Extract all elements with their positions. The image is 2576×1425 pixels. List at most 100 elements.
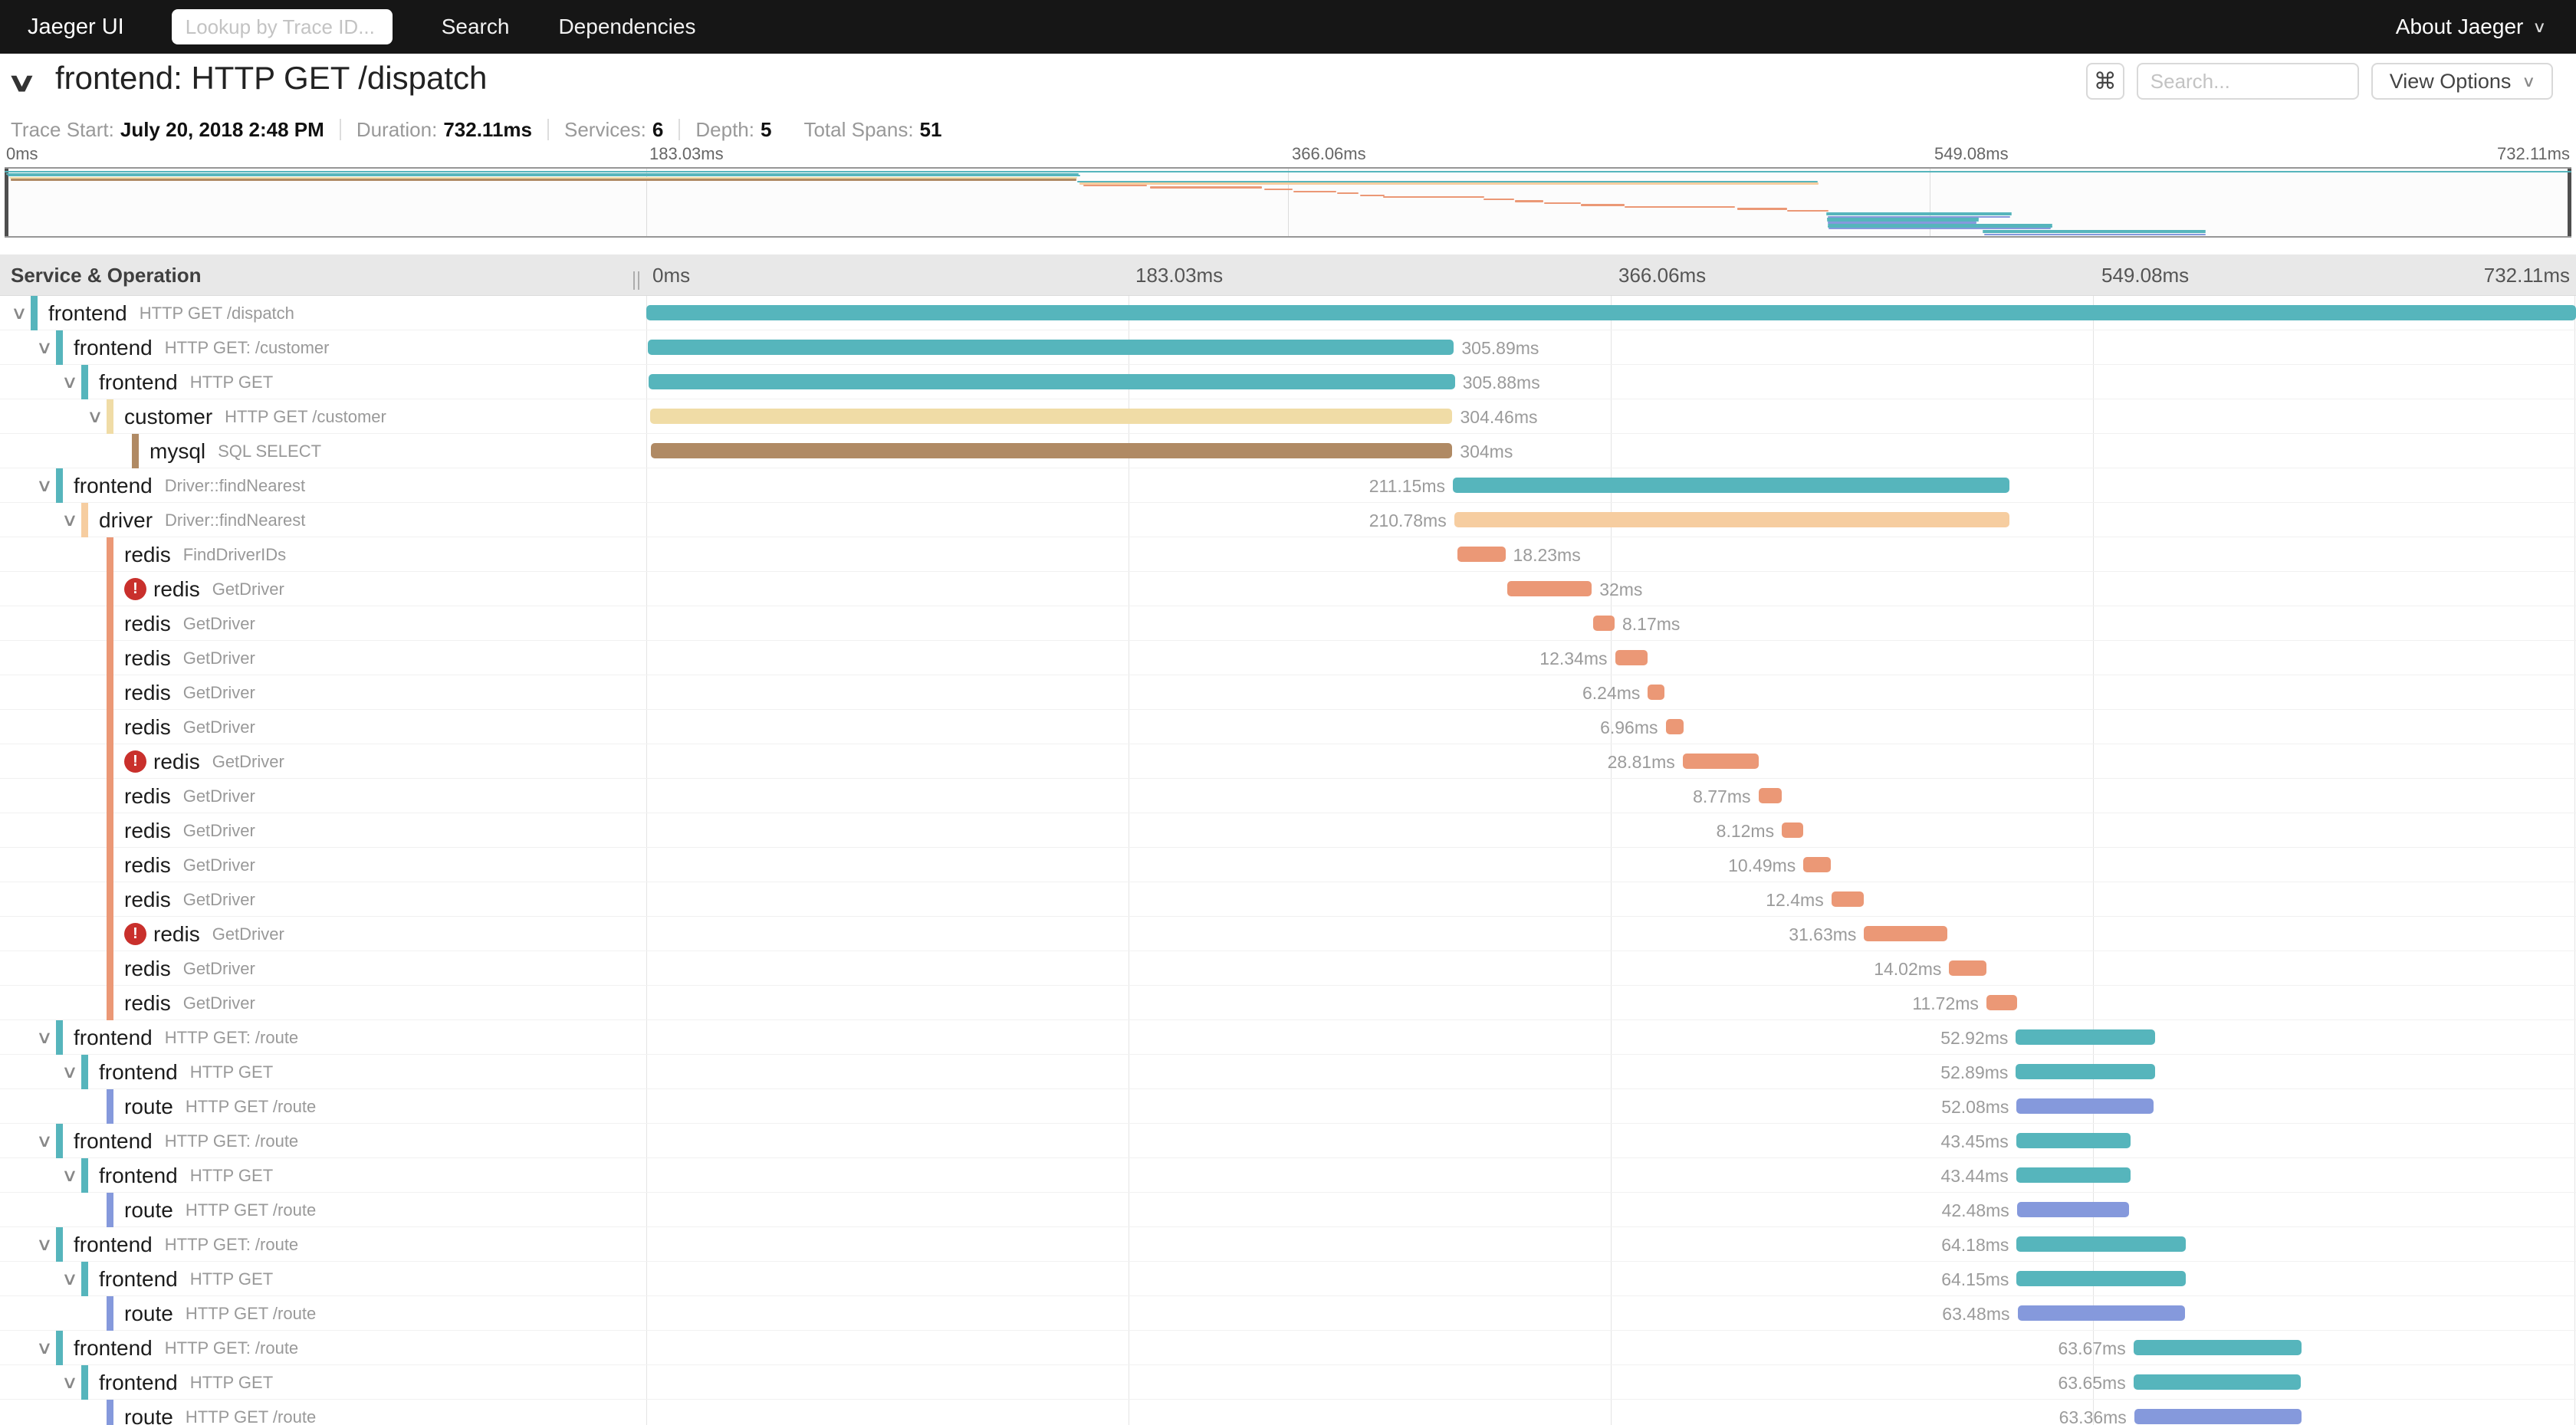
span-name-cell[interactable]: redis FindDriverIDs	[0, 537, 646, 572]
view-options-button[interactable]: View Options ∨	[2371, 63, 2553, 100]
span-bar[interactable]	[646, 305, 2576, 320]
span-name-cell[interactable]: route HTTP GET /route	[0, 1400, 646, 1425]
span-bar[interactable]	[1648, 685, 1664, 700]
span-row[interactable]: ∨ frontend HTTP GET 64.15ms	[0, 1262, 2576, 1296]
minimap-left-scrub-handle[interactable]	[5, 169, 8, 236]
span-bar[interactable]	[1782, 822, 1803, 838]
span-name-cell[interactable]: route HTTP GET /route	[0, 1089, 646, 1124]
span-name-cell[interactable]: ∨ customer HTTP GET /customer	[0, 399, 646, 434]
trace-id-lookup-input[interactable]	[171, 9, 393, 44]
chevron-down-icon[interactable]: ∨	[36, 1131, 53, 1151]
span-row[interactable]: ∨ frontend HTTP GET: /customer 305.89ms	[0, 330, 2576, 365]
span-row[interactable]: redis GetDriver 8.12ms	[0, 813, 2576, 848]
nav-link-search[interactable]: Search	[441, 15, 510, 38]
chevron-down-icon[interactable]: ∨	[61, 1062, 78, 1082]
span-bar[interactable]	[2016, 1202, 2129, 1217]
span-name-cell[interactable]: mysql SQL SELECT	[0, 434, 646, 468]
span-name-cell[interactable]: redis GetDriver	[0, 848, 646, 882]
span-row[interactable]: redis GetDriver 6.24ms	[0, 675, 2576, 710]
span-row[interactable]: redis GetDriver 10.49ms	[0, 848, 2576, 882]
about-jaeger-menu[interactable]: About Jaeger ∨	[2396, 15, 2547, 39]
span-row[interactable]: ∨ frontend HTTP GET: /route 52.92ms	[0, 1020, 2576, 1055]
chevron-down-icon[interactable]: ∨	[61, 372, 78, 392]
span-row[interactable]: ∨ driver Driver::findNearest 210.78ms	[0, 503, 2576, 537]
span-name-cell[interactable]: ∨ frontend HTTP GET	[0, 365, 646, 399]
span-bar[interactable]	[1758, 788, 1782, 803]
span-row[interactable]: ! redis GetDriver 32ms	[0, 572, 2576, 606]
column-resize-grip[interactable]	[633, 271, 644, 290]
span-row[interactable]: route HTTP GET /route 63.48ms	[0, 1296, 2576, 1331]
span-row[interactable]: route HTTP GET /route 42.48ms	[0, 1193, 2576, 1227]
span-row[interactable]: ! redis GetDriver 28.81ms	[0, 744, 2576, 779]
span-bar[interactable]	[2134, 1409, 2302, 1424]
span-name-cell[interactable]: ∨ frontend HTTP GET	[0, 1365, 646, 1400]
span-row[interactable]: route HTTP GET /route 63.36ms	[0, 1400, 2576, 1425]
chevron-down-icon[interactable]: ∨	[36, 1027, 53, 1047]
span-bar[interactable]	[2133, 1340, 2302, 1355]
span-bar[interactable]	[647, 340, 1454, 355]
span-name-cell[interactable]: ∨ frontend HTTP GET /dispatch	[0, 296, 646, 330]
span-name-cell[interactable]: redis GetDriver	[0, 986, 646, 1020]
span-name-cell[interactable]: redis GetDriver	[0, 710, 646, 744]
span-row[interactable]: redis GetDriver 6.96ms	[0, 710, 2576, 744]
chevron-down-icon[interactable]: ∨	[36, 1234, 53, 1254]
span-bar[interactable]	[2016, 1236, 2187, 1252]
span-row[interactable]: ! redis GetDriver 31.63ms	[0, 917, 2576, 951]
chevron-down-icon[interactable]: ∨	[61, 1372, 78, 1392]
span-name-cell[interactable]: redis GetDriver	[0, 641, 646, 675]
span-row[interactable]: mysql SQL SELECT 304ms	[0, 434, 2576, 468]
span-row[interactable]: ∨ frontend HTTP GET 52.89ms	[0, 1055, 2576, 1089]
minimap-right-scrub-handle[interactable]	[2568, 169, 2571, 236]
span-bar[interactable]	[1615, 650, 1648, 665]
trace-minimap[interactable]	[5, 167, 2571, 238]
span-name-cell[interactable]: redis GetDriver	[0, 606, 646, 641]
span-bar[interactable]	[1665, 719, 1684, 734]
span-row[interactable]: redis GetDriver 12.4ms	[0, 882, 2576, 917]
span-row[interactable]: ∨ frontend HTTP GET 63.65ms	[0, 1365, 2576, 1400]
span-bar[interactable]	[649, 374, 1455, 389]
span-row[interactable]: redis GetDriver 11.72ms	[0, 986, 2576, 1020]
chevron-down-icon[interactable]: ∨	[11, 303, 28, 323]
span-bar[interactable]	[1592, 616, 1615, 631]
span-bar[interactable]	[1831, 891, 1865, 907]
span-row[interactable]: ∨ frontend HTTP GET 43.44ms	[0, 1158, 2576, 1193]
span-name-cell[interactable]: ∨ frontend HTTP GET: /customer	[0, 330, 646, 365]
span-bar[interactable]	[1453, 478, 2009, 493]
span-name-cell[interactable]: redis GetDriver	[0, 675, 646, 710]
span-bar[interactable]	[2016, 1064, 2156, 1079]
span-row[interactable]: redis GetDriver 14.02ms	[0, 951, 2576, 986]
span-bar[interactable]	[1864, 926, 1948, 941]
span-name-cell[interactable]: ! redis GetDriver	[0, 572, 646, 606]
span-name-cell[interactable]: redis GetDriver	[0, 779, 646, 813]
span-row[interactable]: redis GetDriver 8.17ms	[0, 606, 2576, 641]
span-row[interactable]: redis FindDriverIDs 18.23ms	[0, 537, 2576, 572]
chevron-down-icon[interactable]: ∨	[36, 475, 53, 495]
chevron-down-icon[interactable]: ∨	[36, 1338, 53, 1358]
span-name-cell[interactable]: ∨ frontend Driver::findNearest	[0, 468, 646, 503]
span-row[interactable]: ∨ frontend HTTP GET /dispatch	[0, 296, 2576, 330]
span-name-cell[interactable]: ∨ frontend HTTP GET	[0, 1158, 646, 1193]
nav-link-dependencies[interactable]: Dependencies	[558, 15, 696, 38]
span-bar[interactable]	[651, 443, 1453, 458]
span-row[interactable]: redis GetDriver 12.34ms	[0, 641, 2576, 675]
span-bar[interactable]	[1454, 512, 2010, 527]
span-name-cell[interactable]: redis GetDriver	[0, 882, 646, 917]
span-row[interactable]: route HTTP GET /route 52.08ms	[0, 1089, 2576, 1124]
chevron-down-icon[interactable]: ∨	[36, 337, 53, 357]
span-bar[interactable]	[649, 409, 1453, 424]
span-row[interactable]: ∨ frontend HTTP GET: /route 63.67ms	[0, 1331, 2576, 1365]
collapse-trace-chevron-icon[interactable]: ∨	[6, 68, 38, 97]
span-name-cell[interactable]: ∨ frontend HTTP GET	[0, 1262, 646, 1296]
span-name-cell[interactable]: ∨ driver Driver::findNearest	[0, 503, 646, 537]
span-name-cell[interactable]: ∨ frontend HTTP GET	[0, 1055, 646, 1089]
span-name-cell[interactable]: ∨ frontend HTTP GET: /route	[0, 1124, 646, 1158]
chevron-down-icon[interactable]: ∨	[87, 406, 104, 426]
span-name-cell[interactable]: ∨ frontend HTTP GET: /route	[0, 1227, 646, 1262]
span-row[interactable]: ∨ frontend HTTP GET: /route 64.18ms	[0, 1227, 2576, 1262]
span-bar[interactable]	[1507, 581, 1592, 596]
span-name-cell[interactable]: ! redis GetDriver	[0, 744, 646, 779]
span-bar[interactable]	[2133, 1374, 2302, 1390]
span-bar[interactable]	[1457, 547, 1506, 562]
span-bar[interactable]	[2017, 1305, 2185, 1321]
chevron-down-icon[interactable]: ∨	[61, 1165, 78, 1185]
